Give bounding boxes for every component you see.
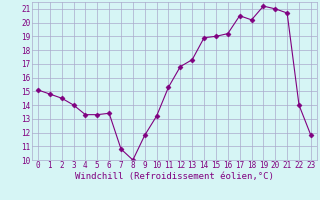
X-axis label: Windchill (Refroidissement éolien,°C): Windchill (Refroidissement éolien,°C) bbox=[75, 172, 274, 181]
